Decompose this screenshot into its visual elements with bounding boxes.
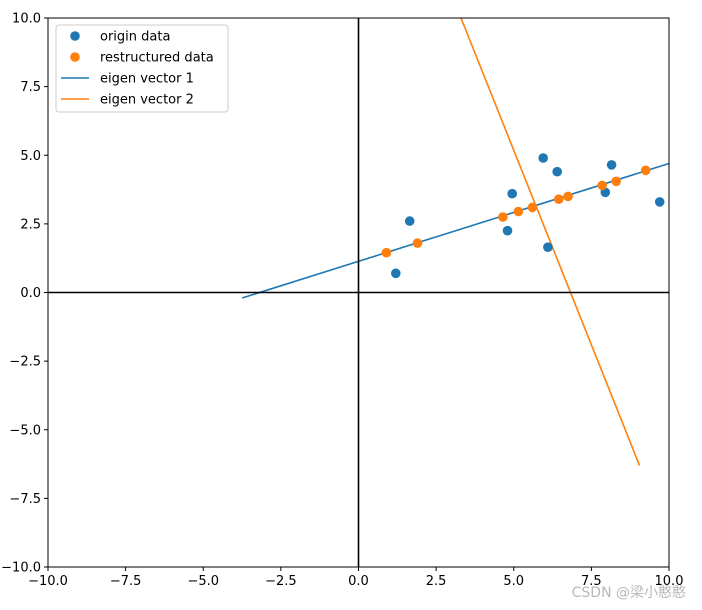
origin-data-point [538,153,548,163]
legend-marker-restructured-data [70,52,80,62]
x-tick-label: 5.0 [503,574,524,589]
origin-data-point [404,216,415,226]
restructured-data-point [498,212,508,222]
y-tick-label: −7.5 [9,492,41,507]
y-tick-label: −10.0 [1,561,41,576]
origin-data-point [391,268,401,279]
restructured-data-point [554,194,564,204]
origin-data-point [543,242,553,252]
x-tick-label: −10.0 [28,574,68,589]
origin-data-point [502,225,513,236]
y-tick-label: 5.0 [20,149,41,164]
legend-label-origin-data: origin data [100,30,170,45]
restructured-data-point [513,206,524,217]
series-points [381,153,665,279]
origin-data-point [552,166,562,177]
origin-data-point [654,197,665,207]
watermark: CSDN @梁小憨憨 [571,585,686,601]
line-eigen-vector-2 [460,17,641,466]
tick-marks: −10.0 −7.5 −5.0 −2.5 0.0 2.5 5.0 7.5 10.0 −10.0 −7… [1,12,683,590]
y-tick-label: 0.0 [20,286,41,301]
restructured-data-point [527,202,538,213]
x-tick-label: 7.5 [581,574,602,589]
x-tick-label: −2.5 [265,574,297,589]
y-tick-label: −2.5 [9,355,41,370]
x-tick-label: 10.0 [655,574,684,589]
restructured-data-point [381,247,392,258]
legend: origin data restructured data eigen vector… [55,24,229,113]
zero-axis-lines [48,18,669,567]
restructured-data-point [640,165,651,176]
y-tick-label: 10.0 [12,12,41,27]
y-tick-label: 7.5 [20,80,41,95]
y-tick-label: 2.5 [20,217,41,232]
x-tick-label: 2.5 [426,574,447,589]
origin-data-point [507,188,517,199]
restructured-data-point [597,180,607,191]
legend-label-eigen-vector-1: eigen vector 1 [100,72,194,87]
x-tick-label: −5.0 [187,574,219,589]
legend-box [55,24,229,113]
restructured-data-point [563,191,573,202]
x-tick-label: 0.0 [348,574,369,589]
origin-data-point [606,160,617,170]
x-tick-label: −7.5 [110,574,142,589]
legend-label-restructured-data: restructured data [100,51,214,66]
y-tick-label: −5.0 [9,423,41,438]
restructured-data-point [611,176,621,187]
restructured-data-point [412,238,423,248]
legend-label-eigen-vector-2: eigen vector 2 [100,93,194,108]
legend-marker-origin-data [70,31,80,41]
